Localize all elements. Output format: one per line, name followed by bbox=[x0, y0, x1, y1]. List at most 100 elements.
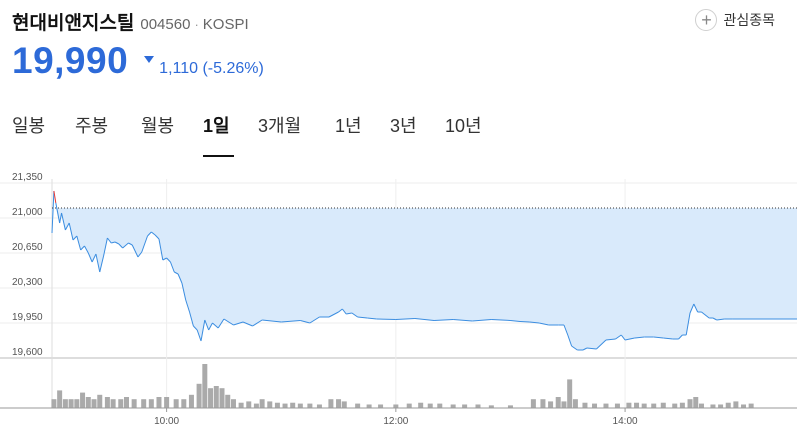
price-line-segment bbox=[519, 321, 530, 323]
price-line-segment bbox=[582, 347, 588, 351]
volume-bar bbox=[118, 399, 124, 408]
volume-bar bbox=[555, 397, 561, 408]
price-line-segment bbox=[53, 190, 57, 204]
volume-bar bbox=[156, 397, 162, 408]
price-line-segment bbox=[712, 317, 718, 321]
price-line-segment bbox=[376, 318, 396, 320]
price-line-segment bbox=[529, 321, 540, 324]
volume-bar bbox=[418, 402, 424, 408]
volume-bar bbox=[85, 397, 91, 408]
price-line-segment bbox=[87, 252, 93, 263]
price-line-segment bbox=[64, 222, 70, 231]
volume-bar bbox=[693, 397, 699, 408]
volume-bar bbox=[91, 399, 97, 408]
volume-bar bbox=[196, 383, 202, 408]
volume-bar bbox=[141, 399, 147, 408]
volume-bar bbox=[336, 399, 342, 408]
price-line-segment bbox=[716, 318, 725, 321]
price-line-segment bbox=[114, 241, 120, 245]
intraday-chart[interactable]: 21,350 21,000 20,650 20,300 19,950 19,600 10:0… bbox=[0, 170, 807, 430]
price-line-segment bbox=[300, 320, 311, 324]
price-line-segment bbox=[189, 311, 194, 327]
volume-bar bbox=[213, 386, 219, 408]
price-line-segment bbox=[605, 338, 616, 341]
volume-bar bbox=[540, 399, 546, 408]
price-line-segment bbox=[80, 245, 85, 251]
price-line-segment bbox=[242, 321, 253, 327]
volume-bar bbox=[290, 402, 296, 408]
price-line-segment bbox=[620, 334, 626, 341]
volume-bar bbox=[748, 403, 754, 408]
volume-bar bbox=[259, 399, 265, 408]
volume-bar bbox=[641, 403, 647, 408]
volume-bar bbox=[316, 404, 322, 408]
price-line-segment bbox=[367, 317, 377, 320]
volume-bar bbox=[341, 401, 347, 408]
volume-bar bbox=[634, 402, 640, 408]
volume-bar bbox=[741, 404, 747, 408]
price-line-segment bbox=[68, 222, 74, 241]
market-name: KOSPI bbox=[202, 16, 249, 33]
volume-bar bbox=[80, 392, 86, 408]
price-line-segment bbox=[685, 312, 691, 336]
price-line-segment bbox=[76, 235, 82, 251]
tab-3year[interactable]: 3년 bbox=[390, 116, 417, 136]
price-line-segment bbox=[84, 245, 89, 254]
x-tick-label: 10:00 bbox=[154, 416, 179, 427]
volume-bar bbox=[592, 403, 598, 408]
stock-name: 현대비앤지스틸 bbox=[12, 13, 135, 34]
price-line-segment bbox=[131, 244, 139, 258]
tab-daily[interactable]: 일봉 bbox=[12, 116, 46, 136]
volume-bar bbox=[427, 403, 433, 408]
price-line-segment bbox=[169, 261, 175, 273]
tab-weekly[interactable]: 주봉 bbox=[75, 116, 109, 136]
price-line-segment bbox=[434, 319, 454, 321]
volume-bar bbox=[614, 403, 620, 408]
x-tick-label: 14:00 bbox=[613, 416, 638, 427]
price-line-segment bbox=[689, 303, 695, 314]
price-line-segment bbox=[678, 334, 683, 340]
price-line-segment bbox=[571, 345, 578, 351]
price-line-segment bbox=[103, 237, 108, 257]
volume-bar bbox=[698, 403, 704, 408]
volume-bar bbox=[181, 399, 187, 408]
price-line-segment bbox=[141, 235, 148, 253]
volume-bar bbox=[238, 402, 244, 408]
tab-10year[interactable]: 10년 bbox=[445, 116, 482, 136]
add-favorite-button[interactable]: + 관심종목 bbox=[695, 9, 775, 31]
volume-bar bbox=[68, 399, 74, 408]
price-change: 1,110 (-5.26%) bbox=[159, 60, 264, 77]
price-line-segment bbox=[91, 253, 97, 263]
volume-bar bbox=[548, 401, 554, 408]
price-line-segment bbox=[166, 257, 171, 263]
y-tick-label: 19,600 bbox=[12, 347, 43, 358]
favorite-label: 관심종목 bbox=[723, 12, 775, 28]
price-area bbox=[51, 190, 797, 351]
volume-bar bbox=[687, 399, 693, 408]
tab-1year[interactable]: 1년 bbox=[335, 116, 362, 136]
price-line-segment bbox=[99, 255, 105, 273]
volume-bar bbox=[651, 403, 657, 408]
price-line-segment bbox=[539, 322, 549, 326]
price-line-segment bbox=[252, 319, 263, 327]
price-line-segment bbox=[567, 334, 573, 347]
y-tick-label: 21,000 bbox=[12, 207, 43, 218]
volume-bar bbox=[57, 390, 63, 408]
volume-bar bbox=[567, 379, 573, 408]
volume-bar bbox=[378, 404, 384, 408]
price-line-segment bbox=[510, 320, 521, 322]
price-line-segment bbox=[341, 308, 347, 315]
volume-bar bbox=[437, 403, 443, 408]
tab-1day[interactable]: 1일 bbox=[203, 116, 230, 136]
y-tick-label: 20,650 bbox=[12, 242, 43, 253]
tab-monthly[interactable]: 월봉 bbox=[141, 116, 175, 136]
price-line-segment bbox=[453, 319, 473, 322]
price-line-segment bbox=[309, 316, 320, 324]
tab-3month[interactable]: 3개월 bbox=[258, 116, 302, 136]
price-line-segment bbox=[395, 318, 415, 320]
volume-bar bbox=[274, 402, 280, 408]
separator-dot: · bbox=[194, 17, 199, 32]
volume-bar bbox=[124, 397, 129, 408]
volume-bar bbox=[660, 402, 666, 408]
below-prev-close-fill bbox=[52, 208, 797, 350]
